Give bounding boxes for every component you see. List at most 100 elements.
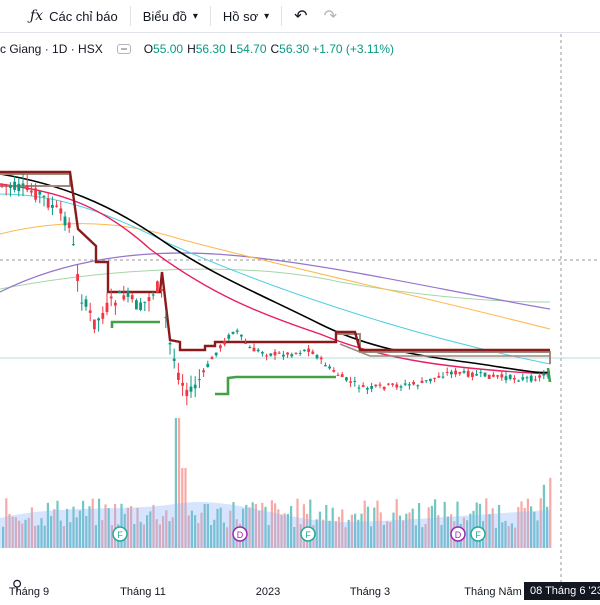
event-marker-financial[interactable]: F bbox=[112, 526, 128, 542]
chevron-down-icon: ▾ bbox=[264, 10, 270, 22]
volume-bar bbox=[466, 520, 469, 548]
candle-body bbox=[361, 385, 365, 387]
trailing-stop-up-line bbox=[110, 320, 160, 328]
chart-type-button[interactable]: Biểu đồ ▾ bbox=[135, 0, 206, 33]
crosshair-lines bbox=[0, 34, 600, 582]
volume-bar bbox=[72, 506, 75, 548]
candle-body bbox=[458, 372, 462, 374]
volume-bar bbox=[507, 525, 510, 548]
candle-body bbox=[357, 387, 361, 389]
candle-body bbox=[408, 384, 411, 386]
volume-bar bbox=[286, 513, 289, 548]
volume-bar bbox=[146, 515, 149, 548]
candle-body bbox=[265, 355, 268, 357]
volume-bar bbox=[488, 514, 491, 548]
candle-body bbox=[164, 317, 168, 319]
candle-body bbox=[387, 383, 390, 385]
candle-body bbox=[462, 370, 466, 373]
volume-bar bbox=[411, 508, 414, 548]
volume-bar bbox=[88, 506, 91, 548]
candle-body bbox=[80, 302, 84, 304]
volume-bar bbox=[270, 500, 273, 548]
candle-body bbox=[534, 379, 537, 381]
candle-body bbox=[290, 354, 294, 357]
candle-body bbox=[282, 354, 285, 357]
event-marker-circle bbox=[300, 526, 316, 542]
profile-label: Hồ sơ bbox=[222, 8, 259, 24]
candle-body bbox=[529, 375, 533, 382]
volume-bar bbox=[309, 499, 312, 548]
candle-body bbox=[248, 347, 252, 349]
candle-body bbox=[46, 198, 50, 208]
candle-body bbox=[219, 345, 222, 349]
volume-bar bbox=[398, 515, 401, 548]
volume-bar bbox=[347, 519, 350, 548]
volume-bar bbox=[155, 519, 158, 548]
chart-area[interactable]: F D F D F Tháng 9 Tháng 11 2023 Tháng 3 Thán… bbox=[0, 34, 600, 600]
volume-bar bbox=[245, 504, 248, 548]
candle-body bbox=[261, 352, 264, 354]
volume-bar bbox=[216, 508, 219, 548]
volume-bar bbox=[101, 520, 104, 548]
volume-bar bbox=[517, 507, 520, 548]
volume-bar bbox=[197, 522, 200, 548]
candle-body bbox=[252, 347, 256, 352]
collapse-legend-icon[interactable] bbox=[116, 44, 131, 54]
volume-bar bbox=[334, 520, 337, 548]
settings-icon[interactable]: ⚲ bbox=[12, 577, 23, 593]
volume-bar bbox=[421, 527, 424, 548]
candle-body bbox=[508, 374, 512, 379]
candle-body bbox=[483, 372, 487, 377]
candle-body bbox=[475, 374, 478, 376]
event-marker-letter: D bbox=[237, 530, 244, 540]
volume-bar bbox=[158, 524, 161, 548]
candle-body bbox=[84, 299, 88, 307]
trailing-stop-up-line bbox=[215, 375, 336, 396]
candle-body bbox=[466, 370, 470, 377]
redo-button[interactable]: ↷ bbox=[316, 0, 345, 33]
volume-bar bbox=[549, 477, 552, 548]
volume-ma-area bbox=[0, 501, 550, 548]
volume-bar bbox=[190, 510, 193, 548]
event-marker-dividend[interactable]: D bbox=[232, 526, 248, 542]
volume-bar bbox=[50, 515, 53, 548]
volume-bar bbox=[139, 521, 142, 548]
volume-bar bbox=[264, 506, 267, 548]
volume-bar bbox=[520, 501, 523, 548]
event-marker-dividend[interactable]: D bbox=[450, 526, 466, 542]
volume-bar bbox=[178, 418, 181, 548]
event-marker-letter: D bbox=[455, 530, 462, 540]
volume-bar bbox=[395, 499, 398, 548]
volume-bar bbox=[248, 507, 251, 548]
volume-bar bbox=[315, 519, 318, 548]
symbol-title[interactable]: c Giang · 1D · HSX bbox=[0, 42, 103, 56]
candle-body bbox=[420, 380, 424, 383]
candle-body bbox=[319, 357, 323, 360]
event-marker-financial[interactable]: F bbox=[300, 526, 316, 542]
candlesticks bbox=[0, 172, 550, 406]
open-value: 55.00 bbox=[153, 42, 184, 56]
volume-bar bbox=[18, 520, 21, 548]
volume-bar bbox=[229, 510, 232, 548]
event-marker-financial[interactable]: F bbox=[470, 526, 486, 542]
volume-bar bbox=[59, 520, 62, 548]
volume-bar bbox=[203, 503, 206, 548]
event-marker-circle bbox=[112, 526, 128, 542]
candle-body bbox=[269, 353, 273, 356]
profile-button[interactable]: Hồ sơ ▾ bbox=[215, 0, 277, 33]
volume-bar bbox=[8, 513, 11, 548]
volume-bar bbox=[69, 522, 72, 548]
candle-body bbox=[429, 378, 432, 382]
volume-bar bbox=[194, 515, 197, 548]
undo-button[interactable]: ↶ bbox=[286, 0, 315, 33]
volume-bar bbox=[504, 520, 507, 548]
crosshair-date-label: 08 Tháng 6 '23 bbox=[524, 582, 600, 600]
indicators-button[interactable]: ƒx Các chỉ báo bbox=[0, 0, 126, 33]
candle-body bbox=[76, 273, 79, 281]
candle-body bbox=[403, 383, 407, 385]
volume-bar bbox=[366, 506, 369, 548]
event-marker-letter: F bbox=[117, 530, 123, 540]
symbol-legend: c Giang · 1D · HSX O 55.00 H 56.30 L 54.70 … bbox=[0, 40, 397, 58]
